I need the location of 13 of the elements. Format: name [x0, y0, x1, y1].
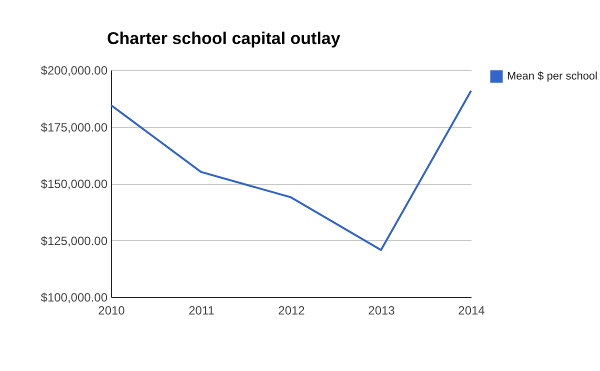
- y-tick-label: $200,000.00: [40, 64, 108, 78]
- y-tick-label: $125,000.00: [40, 234, 108, 248]
- x-tick-label: 2010: [98, 304, 126, 318]
- chart-title: Charter school capital outlay: [107, 29, 341, 48]
- x-tick-label: 2013: [368, 304, 396, 318]
- line-series: [110, 90, 472, 252]
- x-tick-label: 2011: [188, 304, 215, 318]
- x-tick-label: 2014: [458, 304, 486, 318]
- y-tick-label: $175,000.00: [40, 120, 108, 134]
- x-tick-label: 2012: [278, 304, 306, 318]
- y-tick-label: $100,000.00: [40, 290, 108, 304]
- y-tick-label: $150,000.00: [40, 177, 108, 191]
- legend-label: Mean $ per school: [507, 70, 598, 82]
